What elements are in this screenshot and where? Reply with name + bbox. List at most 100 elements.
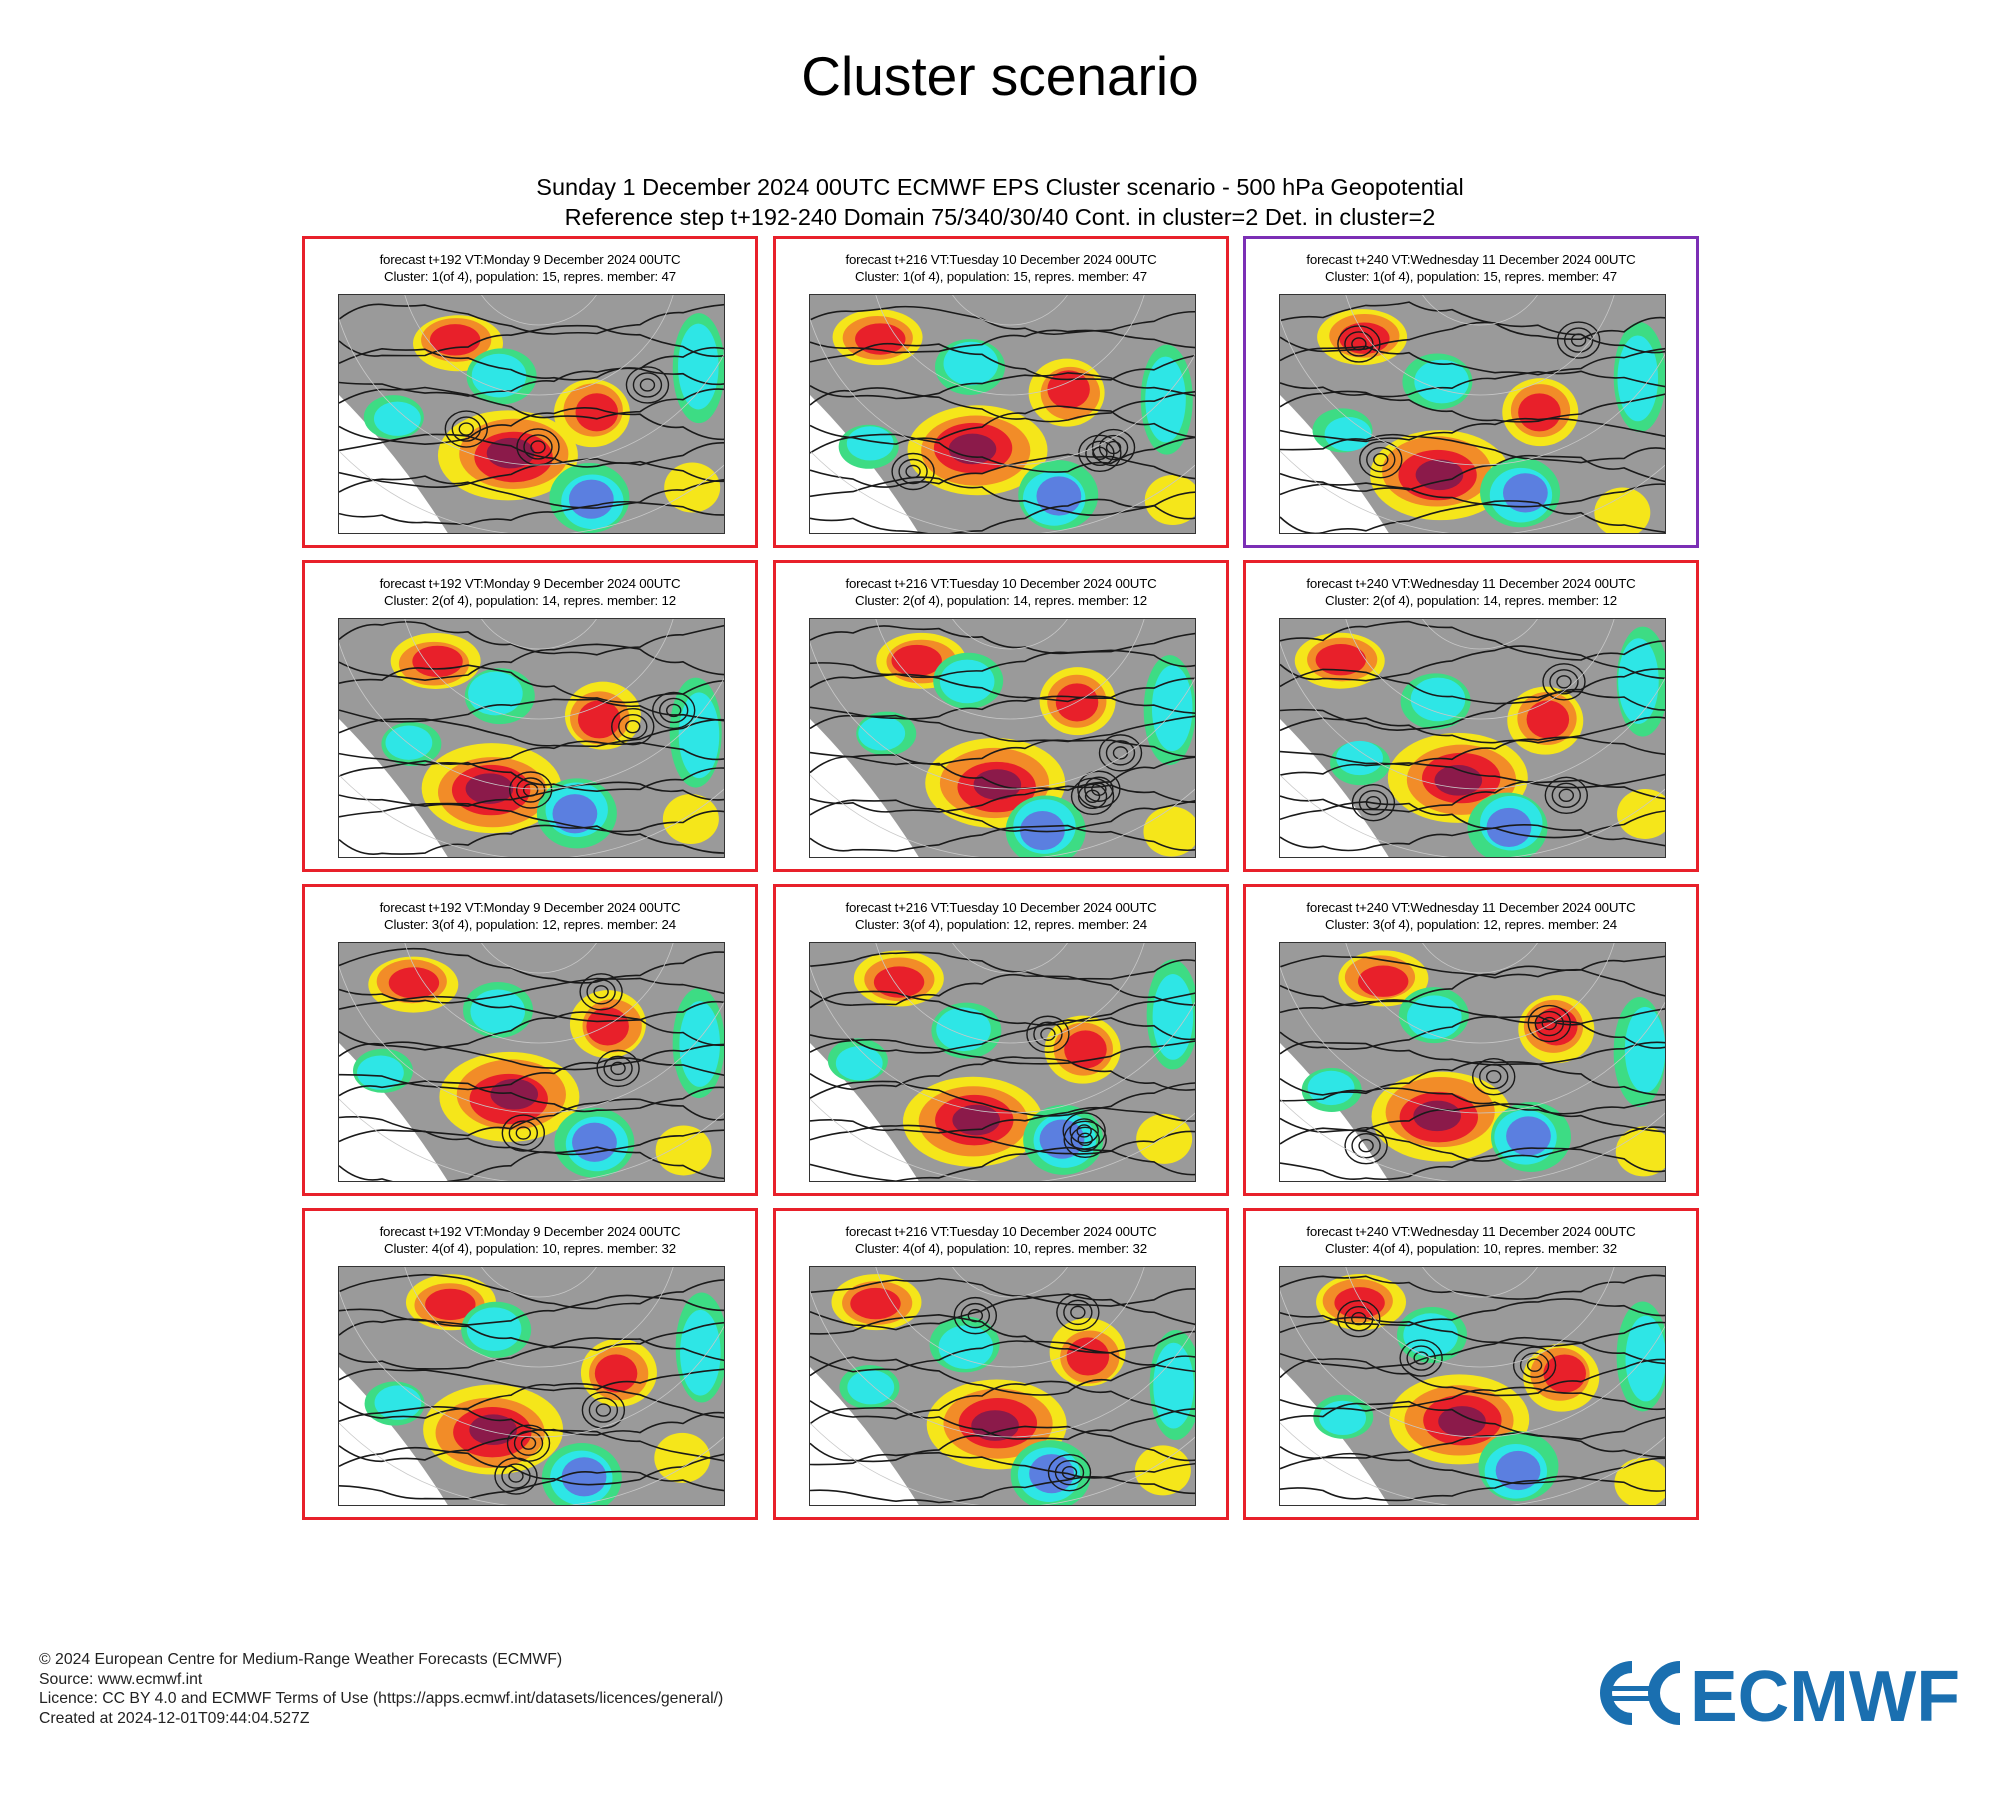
geopotential-contour — [1280, 1087, 1665, 1115]
geopotential-contour — [1280, 965, 1665, 1007]
anomaly-shading — [1486, 807, 1532, 848]
closed-contour — [898, 458, 928, 485]
anomaly-shading — [1614, 1457, 1665, 1505]
geopotential-contour — [1280, 762, 1665, 789]
anomaly-map — [1279, 942, 1666, 1182]
graticule-line — [952, 943, 1068, 974]
geopotential-contour — [810, 990, 1195, 1026]
closed-contour — [1358, 1138, 1374, 1153]
closed-contour — [611, 707, 655, 746]
anomaly-shading — [1617, 788, 1665, 839]
anomaly-shading — [1534, 1007, 1578, 1046]
anomaly-shading — [662, 793, 719, 844]
geopotential-contour — [810, 1106, 1195, 1134]
map-panel[interactable]: forecast t+240 VT:Wednesday 11 December … — [1243, 236, 1699, 548]
anomaly-map — [338, 294, 725, 534]
map-panel[interactable]: forecast t+216 VT:Tuesday 10 December 20… — [773, 560, 1229, 872]
anomaly-shading — [1136, 1113, 1193, 1164]
map-panel[interactable]: forecast t+216 VT:Tuesday 10 December 20… — [773, 1208, 1229, 1520]
geopotential-contour — [1280, 690, 1665, 731]
graticule-line — [952, 619, 1068, 650]
closed-contour — [1344, 331, 1374, 357]
anomaly-shading — [425, 1288, 476, 1321]
closed-contour — [610, 1061, 626, 1076]
panel-cluster-line: Cluster: 3(of 4), population: 12, repres… — [1325, 917, 1617, 932]
panel-cluster-line: Cluster: 4(of 4), population: 10, repres… — [384, 1241, 676, 1256]
panel-cluster-line: Cluster: 2(of 4), population: 14, repres… — [1325, 593, 1617, 608]
graticule-line — [1422, 295, 1538, 326]
geopotential-contour — [339, 718, 724, 748]
closed-contour — [1551, 782, 1582, 809]
ecmwf-logo[interactable]: ECMWF — [1588, 1655, 1963, 1737]
closed-contour — [666, 703, 682, 718]
closed-contour — [1570, 333, 1587, 347]
closed-contour — [593, 985, 609, 999]
graticule-line — [1345, 619, 1615, 720]
graticule-line — [875, 943, 1145, 1044]
geopotential-contour — [1280, 1147, 1665, 1181]
map-panel[interactable]: forecast t+192 VT:Monday 9 December 2024… — [302, 884, 758, 1196]
closed-contour — [1549, 669, 1579, 695]
closed-contour — [501, 1114, 546, 1152]
panel-cluster-line: Cluster: 3(of 4), population: 12, repres… — [384, 917, 676, 932]
anomaly-shading — [654, 1432, 711, 1483]
geopotential-contour — [339, 781, 724, 807]
anomaly-shading — [561, 1457, 607, 1497]
geopotential-contour — [1280, 1452, 1665, 1485]
geopotential-contour — [810, 387, 1195, 423]
geopotential-contour — [810, 476, 1195, 516]
anomaly-shading — [678, 323, 719, 410]
map-panel[interactable]: forecast t+192 VT:Monday 9 December 2024… — [302, 1208, 758, 1520]
anomaly-shading — [1543, 1354, 1586, 1393]
closed-contour — [1047, 1453, 1092, 1492]
geopotential-contour — [1280, 668, 1665, 705]
map-panel[interactable]: forecast t+192 VT:Monday 9 December 2024… — [302, 560, 758, 872]
anomaly-shading — [1143, 806, 1195, 857]
geopotential-contour — [810, 1056, 1195, 1091]
anomaly-shading — [835, 1046, 883, 1081]
graticule-line — [1345, 1267, 1615, 1368]
closed-contour — [1077, 1132, 1093, 1147]
panel-title: forecast t+240 VT:Wednesday 11 December … — [1246, 575, 1696, 609]
anomaly-map — [809, 618, 1196, 858]
geopotential-contour — [810, 1146, 1195, 1181]
closed-contour — [1351, 337, 1367, 351]
map-panel[interactable]: forecast t+240 VT:Wednesday 11 December … — [1243, 560, 1699, 872]
closed-contour — [1373, 452, 1389, 467]
graticule-line — [404, 295, 674, 396]
geopotential-contour — [810, 784, 1195, 813]
closed-contour — [1077, 783, 1108, 810]
closed-contour — [581, 1391, 626, 1429]
geopotential-contour — [1280, 1126, 1665, 1162]
map-panel[interactable]: forecast t+216 VT:Tuesday 10 December 20… — [773, 884, 1229, 1196]
map-panel[interactable]: forecast t+192 VT:Monday 9 December 2024… — [302, 236, 758, 548]
closed-contour — [1366, 446, 1396, 473]
geopotential-contour — [810, 1425, 1195, 1463]
geopotential-contour — [1280, 1358, 1665, 1397]
closed-contour — [1519, 1352, 1550, 1378]
closed-contour — [530, 440, 546, 454]
anomaly-shading — [873, 966, 925, 998]
closed-contour — [1359, 440, 1403, 479]
closed-contour — [1351, 1312, 1367, 1326]
footer-source[interactable]: Source: www.ecmwf.int — [39, 1670, 203, 1688]
map-panel[interactable]: forecast t+240 VT:Wednesday 11 December … — [1243, 1208, 1699, 1520]
header-line-1: Sunday 1 December 2024 00UTC ECMWF EPS C… — [536, 174, 1464, 200]
geopotential-contour — [810, 649, 1195, 679]
geopotential-contour — [810, 405, 1195, 445]
geopotential-contour — [1280, 1274, 1665, 1300]
anomaly-shading — [1307, 1070, 1355, 1106]
geopotential-contour — [339, 1470, 724, 1500]
anomaly-shading — [1594, 487, 1651, 533]
geopotential-contour — [339, 802, 724, 833]
anomaly-shading — [1145, 356, 1186, 443]
panel-forecast-line: forecast t+216 VT:Tuesday 10 December 20… — [845, 576, 1157, 591]
footer-licence[interactable]: Licence: CC BY 4.0 and ECMWF Terms of Us… — [39, 1690, 724, 1707]
closed-contour — [1062, 1112, 1106, 1150]
closed-contour — [1056, 1293, 1100, 1332]
geopotential-contour — [339, 1368, 724, 1392]
map-panel[interactable]: forecast t+240 VT:Wednesday 11 December … — [1243, 884, 1699, 1196]
map-panel[interactable]: forecast t+216 VT:Tuesday 10 December 20… — [773, 236, 1229, 548]
anomaly-shading — [971, 1410, 1019, 1441]
panel-title: forecast t+216 VT:Tuesday 10 December 20… — [776, 251, 1226, 285]
